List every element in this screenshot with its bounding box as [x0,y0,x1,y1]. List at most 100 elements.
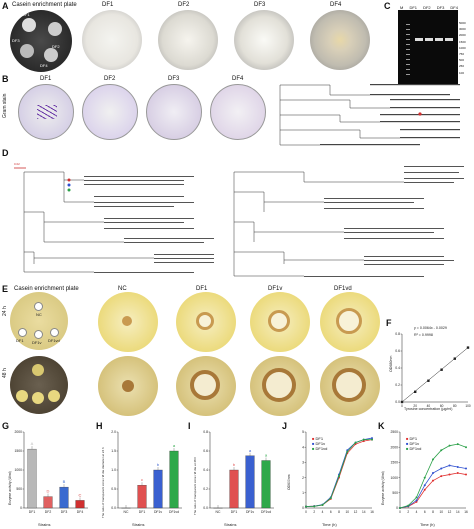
phylo-tree-df4 [279,84,460,146]
label-df1: DF1 [22,12,30,17]
y-tick-label: 500 [392,491,398,495]
x-tick-label: 2 [407,510,409,514]
y-tick-label: 0.2 [395,383,400,387]
f-equation: y = 0.0064x - 0.0029 [414,326,447,330]
x-tick-label: DF1 [231,510,238,514]
j-legend: ■ DF1 ■ DF1v ■ DF1vd [312,436,327,451]
y-tick-label: 2000 [390,445,398,449]
x-tick-label: DF1vd [169,510,179,514]
data-point [346,450,349,453]
e-df1v-24h [250,292,310,352]
data-point [399,507,401,509]
data-point [465,446,467,449]
data-point [329,497,332,500]
e-casein-24h: NC DF1 DF1v DF1vd [10,292,68,350]
i-ylabel: The ratio of transparent zone / Ø dia at… [193,456,197,515]
data-point [362,438,365,441]
bar [43,496,53,509]
y-tick-label: 0.0 [203,506,208,510]
x-tick-label: 60 [440,404,444,408]
rods [37,105,57,119]
significance-letter: a [249,448,252,453]
marker-sizes: 5000 3000 2000 1500 1000 750 500 250 100 [459,20,466,76]
panel-d-letter: D [2,148,9,158]
e-nc-24h [98,292,158,352]
data-point [456,465,459,468]
gram-df3-title: DF3 [168,76,180,82]
x-tick-label: 8 [432,510,434,514]
bar [169,450,179,509]
y-tick-label: 2000 [14,430,22,434]
e-nc-48h [98,356,158,416]
data-point [423,476,426,479]
well [34,330,43,339]
band-df4 [445,38,453,41]
e-title-nc: NC [118,286,127,292]
plate-df1-title: DF1 [102,2,114,8]
data-point [423,484,426,487]
k-legend: ■ DF1 ■ DF1v ■ DF1vd [406,436,421,451]
panel-i-letter: I [188,421,191,431]
k-xlabel: Time (h) [420,522,435,527]
y-tick-label: 2 [302,476,304,480]
x-tick-label: 16 [370,510,374,514]
y-tick-label: 1.0 [111,468,116,472]
data-point [453,357,456,360]
band-df3 [435,38,443,41]
plate-df4 [310,10,370,70]
y-tick-label: 2500 [390,430,398,434]
significance-letter: C [79,492,82,497]
panel-e-letter: E [2,284,9,294]
y-tick-label: 5 [302,430,304,434]
gram-df4 [210,84,266,140]
plate-df3-title: DF3 [254,2,266,8]
k-legend-df1vd: ■ DF1vd [406,446,422,451]
y-tick-label: 0.4 [203,468,208,472]
chart-g: 0 500 1000 1500 2000 A DF1 D DF2 B DF3 C DF4 [14,430,88,514]
panel-c-letter: C [384,1,391,11]
data-point [440,467,443,470]
data-point [415,500,418,503]
x-tick-label: NC [124,510,129,514]
plate-df1 [82,10,142,70]
x-tick-label: DF2 [45,510,52,514]
x-tick-label: NC [216,510,221,514]
casein-plate [10,10,72,72]
gram-df3 [146,84,202,140]
data-point [448,444,451,447]
data-point [362,440,365,443]
data-point [427,379,430,382]
x-tick-label: DF1v [154,510,162,514]
scale-bar-label: 0.02 [14,162,20,166]
bar [75,500,85,509]
j-xlabel: Time (h) [322,522,337,527]
plate-df2-title: DF2 [178,2,190,8]
marker-size: 750 [459,52,465,57]
phylo-tree-main [14,166,464,277]
x-tick-label: 4 [416,510,418,514]
y-tick-label: 1000 [390,476,398,480]
colony-df4 [44,48,58,62]
y-tick-label: 0.8 [395,332,400,336]
e-label-df1: DF1 [16,338,24,343]
gram-df1-title: DF1 [40,76,52,82]
data-point [400,400,404,404]
x-tick-label: 16 [464,510,468,514]
plate-df2 [158,10,218,70]
e-label-nc: NC [36,312,42,317]
label-df3: DF3 [12,38,20,43]
panel-f-letter: F [386,318,392,328]
e-casein-48h [10,356,68,414]
panel-k-letter: K [378,421,385,431]
well [34,302,43,311]
data-point [440,475,443,478]
label-df4: DF4 [40,63,48,68]
e-label-df1vd: DF1vd [48,338,60,343]
g-ylabel: Enzyme activity (U/ml) [8,471,12,505]
gram-df4-title: DF4 [232,76,244,82]
significance-letter: B [63,479,66,484]
y-tick-label: 3 [302,461,304,465]
well [18,328,27,337]
x-tick-label: 14 [362,510,366,514]
